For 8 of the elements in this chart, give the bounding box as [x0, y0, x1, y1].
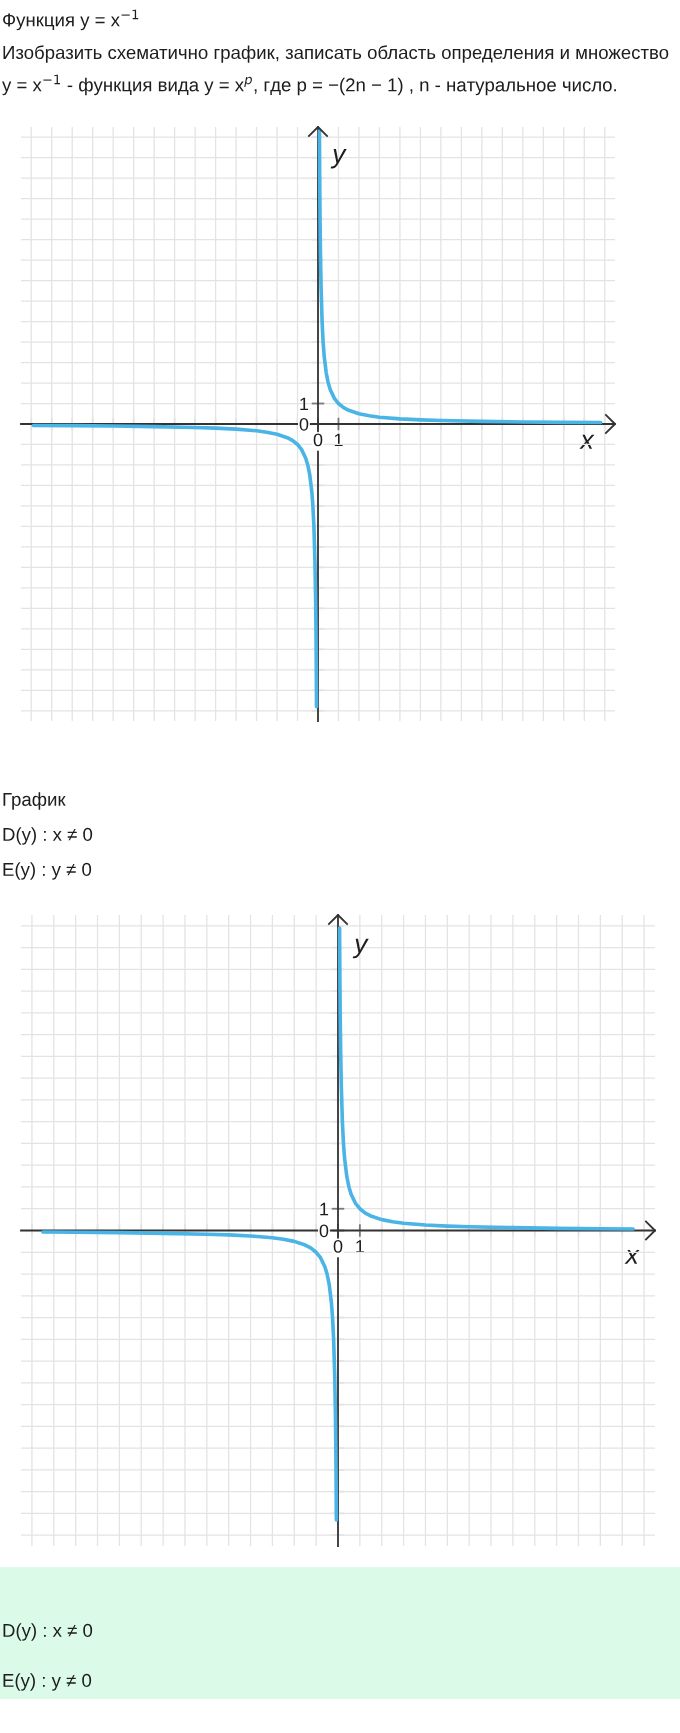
chart-title: Функция y = x$^{−1}$	[3, 9, 139, 31]
chart-subtitle: D(y) : x ≠ 0 E(y) : y ≠ 0	[3, 827, 93, 880]
chart-title: График	[3, 792, 66, 810]
text: D(y) : x ≠ 0	[3, 1623, 93, 1641]
text: E(y) : y ≠ 0	[3, 1673, 92, 1691]
y-axis-title: y	[352, 938, 369, 959]
chart-subtitle: Изобразить схематично график, записать область определения и множество y = x$^{−1}$ - функция вида y = x$^{p}$, где p = −(2n − 1) , n - натуральное число.	[2, 45, 669, 96]
y-axis-title: y	[330, 148, 347, 169]
